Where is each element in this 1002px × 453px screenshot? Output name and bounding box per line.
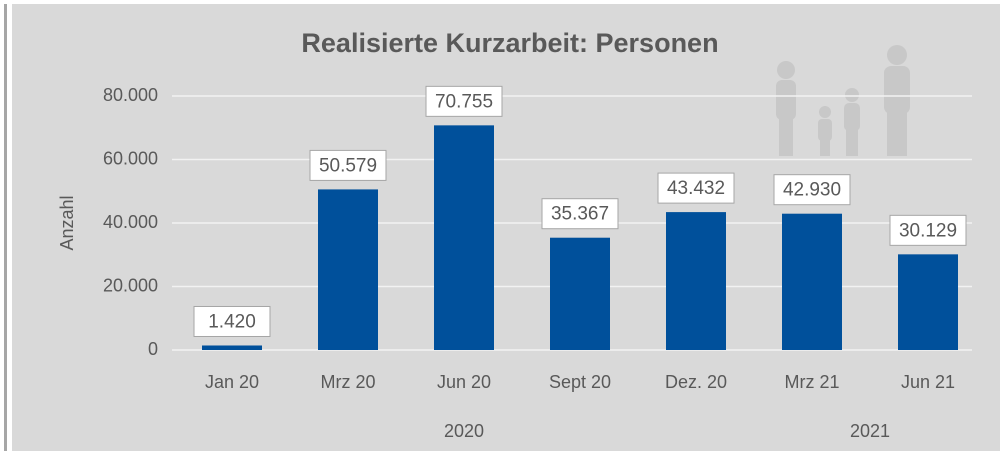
value-label: 42.930 <box>783 180 841 201</box>
x-tick-label: Jan 20 <box>205 372 259 392</box>
bar <box>898 254 958 350</box>
value-label: 30.129 <box>899 220 957 241</box>
value-label: 70.755 <box>435 91 493 112</box>
x-group-label: 2021 <box>850 421 890 441</box>
bar <box>318 189 378 350</box>
bar <box>782 214 842 350</box>
bar <box>666 212 726 350</box>
bar <box>202 345 262 350</box>
y-axis-label: Anzahl <box>57 195 77 250</box>
chart-area <box>12 4 1000 451</box>
bar <box>434 125 494 350</box>
x-group-label: 2020 <box>444 421 484 441</box>
y-tick-label: 20.000 <box>103 275 158 295</box>
bar <box>550 238 610 350</box>
y-tick-label: 60.000 <box>103 148 158 168</box>
value-label: 50.579 <box>319 155 377 176</box>
y-tick-label: 40.000 <box>103 212 158 232</box>
page: {"chart_data": {"type": "bar", "title": … <box>0 0 1002 453</box>
x-tick-label: Jun 21 <box>901 372 955 392</box>
value-label: 1.420 <box>208 312 256 333</box>
y-tick-label: 80.000 <box>103 85 158 105</box>
value-label: 35.367 <box>551 204 609 225</box>
chart-title: Realisierte Kurzarbeit: Personen <box>301 28 718 58</box>
x-tick-label: Mrz 20 <box>320 372 375 392</box>
x-tick-label: Dez. 20 <box>665 372 727 392</box>
frame-edge <box>4 4 7 451</box>
x-tick-label: Sept 20 <box>549 372 611 392</box>
y-tick-label: 0 <box>148 339 158 359</box>
chart: Realisierte Kurzarbeit: Personen Anzahl … <box>0 0 1002 453</box>
value-label: 43.432 <box>667 178 725 199</box>
x-tick-label: Mrz 21 <box>784 372 839 392</box>
x-tick-label: Jun 20 <box>437 372 491 392</box>
